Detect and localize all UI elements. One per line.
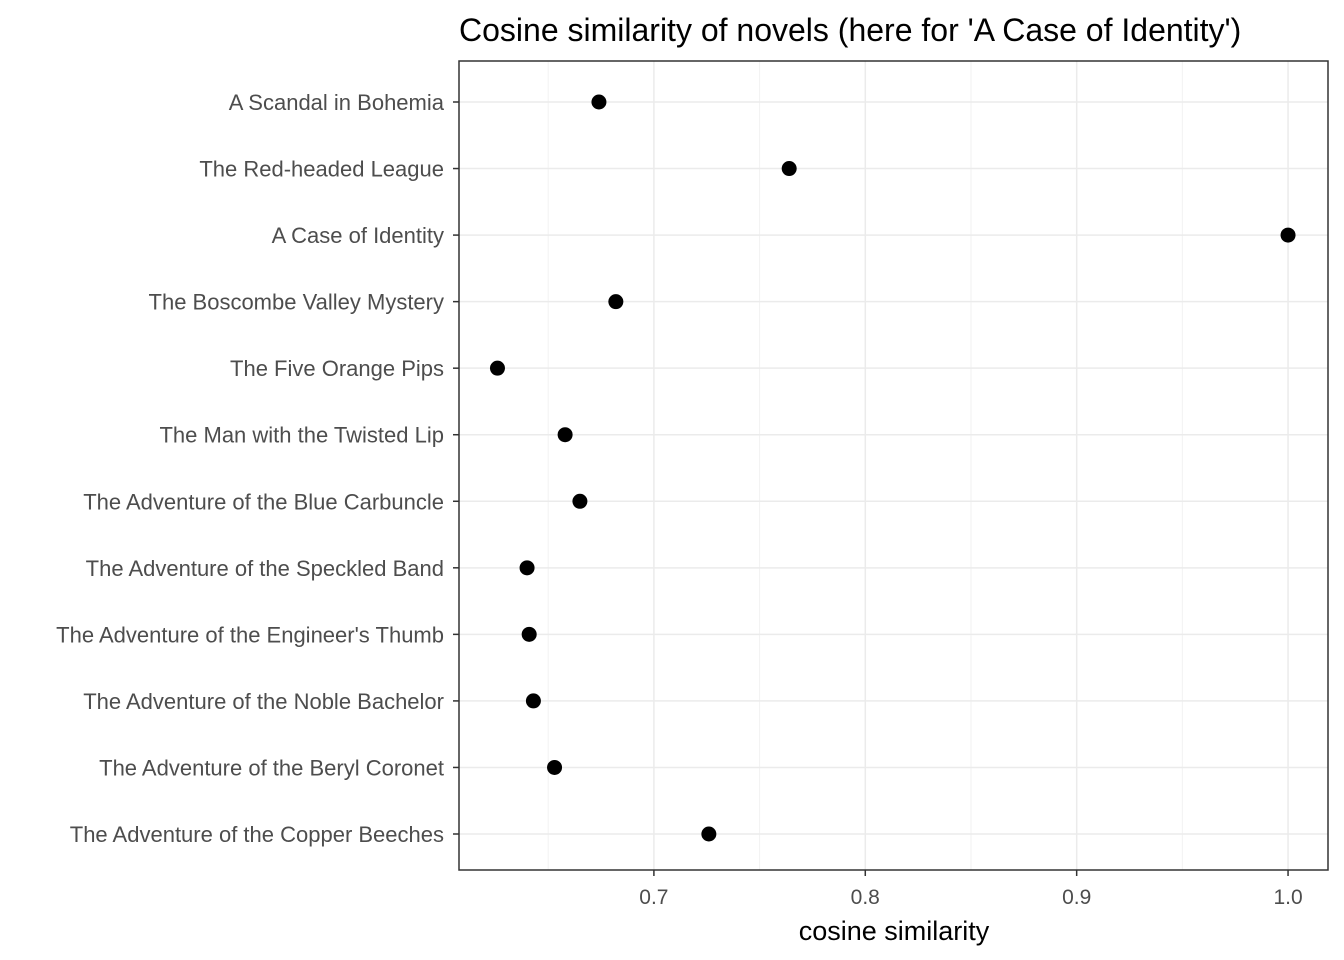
data-point (521, 626, 537, 642)
data-point (608, 294, 624, 310)
x-tick-label: 0.8 (851, 886, 880, 909)
x-tick-label: 0.9 (1062, 886, 1091, 909)
x-tick-label: 1.0 (1273, 886, 1302, 909)
y-tick-label: The Adventure of the Noble Bachelor (83, 689, 444, 714)
y-tick-label: The Adventure of the Engineer's Thumb (56, 622, 444, 647)
data-point (591, 94, 607, 110)
data-point (547, 759, 563, 775)
data-point (781, 161, 797, 177)
data-point (489, 360, 505, 376)
data-point (557, 427, 573, 443)
data-point (1280, 227, 1296, 243)
y-tick-label: The Adventure of the Speckled Band (86, 556, 444, 581)
y-tick-label: The Five Orange Pips (230, 356, 444, 381)
data-point (572, 493, 588, 509)
y-tick-label: The Man with the Twisted Lip (159, 423, 444, 448)
data-point (519, 560, 535, 576)
grid (459, 61, 1328, 870)
y-tick-label: The Boscombe Valley Mystery (149, 290, 444, 315)
data-point (701, 826, 717, 842)
y-tick-label: A Case of Identity (272, 223, 444, 248)
y-tick-label: The Adventure of the Copper Beeches (70, 822, 444, 847)
y-tick-label: The Red-headed League (199, 157, 444, 182)
y-tick-label: The Adventure of the Beryl Coronet (99, 755, 444, 780)
x-tick-label: 0.7 (639, 886, 668, 909)
chart-title: Cosine similarity of novels (here for 'A… (459, 12, 1241, 48)
x-axis: 0.7 0.8 0.9 1.0 (639, 870, 1303, 909)
x-axis-label: cosine similarity (799, 916, 990, 946)
y-axis: A Scandal in Bohemia The Red-headed Leagu… (56, 90, 459, 847)
plot-panel-border (458, 60, 1329, 871)
data-points (489, 94, 1296, 842)
y-tick-label: A Scandal in Bohemia (229, 90, 445, 115)
y-tick-label: The Adventure of the Blue Carbuncle (83, 489, 444, 514)
data-point (525, 693, 541, 709)
